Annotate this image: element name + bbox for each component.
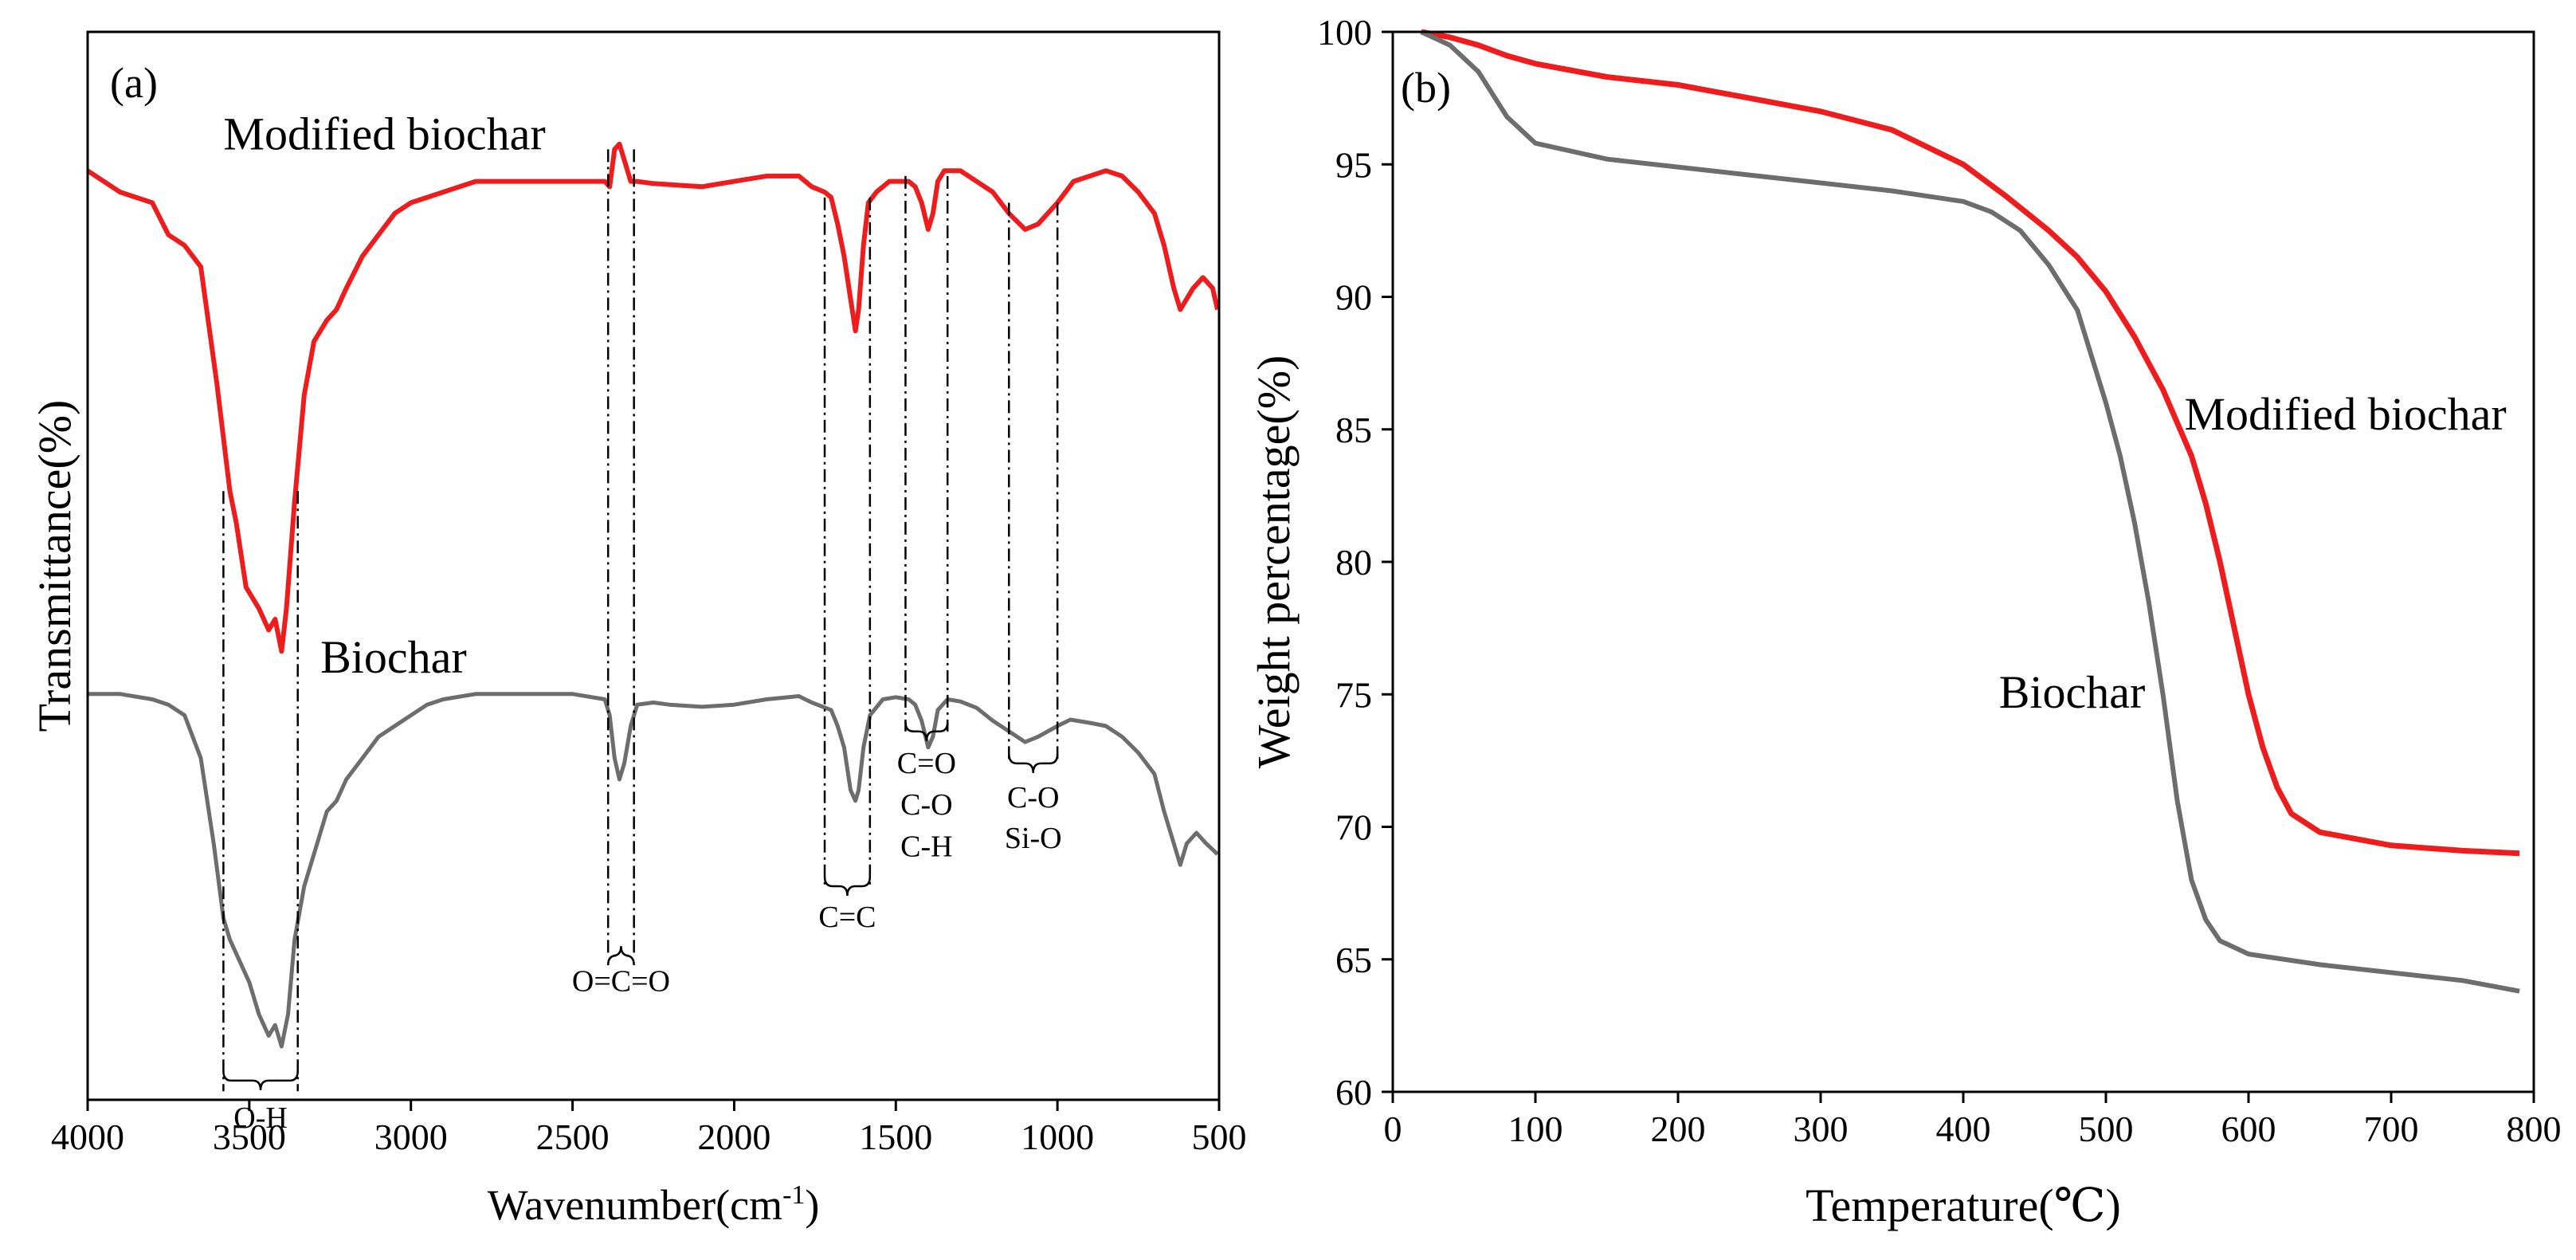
tga-x-tick-label: 400 [1936,1109,1991,1149]
ftir-band-annotations: O-H O=C=O C=C C=O C-O C-H C-O Si-O [222,149,1062,1135]
band-brace [1008,753,1059,773]
band-brace [606,946,635,966]
ftir-y-axis-title: Transmittance(%) [29,400,80,732]
ftir-panel-label: (a) [110,59,158,107]
tga-y-tick-label: 80 [1335,542,1372,583]
tga-y-tick-label: 60 [1335,1072,1372,1113]
ftir-x-tick-label: 4000 [51,1117,124,1157]
ftir-x-tick-label: 1500 [859,1117,932,1157]
ftir-series-line-biochar [88,692,1219,1049]
tga-series-label-biochar: Biochar [1999,666,2146,718]
ftir-x-tick-label: 2000 [697,1117,770,1157]
ftir-x-tick-label: 1000 [1021,1117,1094,1157]
tga-panel: 0 100 200 300 400 500 600 700 800 60 65 70 75 80 85 90 9… [1248,12,2562,1231]
band-brace [904,721,949,741]
band-label-c-o: C-O [900,788,952,822]
tga-series-line-biochar [1420,29,2520,994]
tga-plot-frame [1391,30,2535,1093]
tga-y-tick-label: 65 [1335,940,1372,980]
band-label-o-h: O-H [233,1101,288,1135]
band-label-c-c: C=C [818,901,876,934]
tga-y-tick-label: 95 [1335,144,1372,185]
ftir-series-line-modified-biochar [86,141,1220,654]
tga-x-tick-label: 800 [2507,1109,2562,1149]
ftir-series-label-modified-biochar: Modified biochar [223,108,545,159]
tga-x-axis-title: Temperature(℃) [1806,1180,2121,1231]
ftir-x-axis-ticks: 4000 3500 3000 2500 2000 1500 1000 500 [51,1100,1247,1157]
ftir-x-tick-label: 500 [1192,1117,1247,1157]
tga-x-tick-label: 500 [2079,1109,2134,1149]
tga-y-tick-label: 85 [1335,410,1372,450]
tga-y-tick-label: 75 [1335,674,1372,715]
ftir-series-labels: Modified biochar Biochar [223,108,545,683]
tga-x-tick-label: 200 [1651,1109,1706,1149]
tga-panel-label: (b) [1401,64,1451,112]
ftir-series-group [86,141,1220,1049]
ftir-panel: O-H O=C=O C=C C=O C-O C-H C-O Si-O 4000 3500 3000… [29,30,1247,1229]
band-label-c-o: C-O [1007,781,1059,814]
ftir-x-tick-label: 2500 [536,1117,610,1157]
ftir-x-axis-title: Wavenumber(cm-1) [488,1180,820,1229]
tga-y-tick-label: 70 [1335,807,1372,848]
tga-series-line-modified-biochar [1421,29,2520,857]
band-label-si-o: Si-O [1005,822,1062,855]
tga-x-tick-label: 600 [2221,1109,2276,1149]
tga-series-label-modified-biochar: Modified biochar [2184,388,2506,440]
tga-x-tick-label: 0 [1384,1109,1402,1149]
tga-y-tick-label: 100 [1317,12,1372,53]
band-brace [222,1070,299,1090]
tga-y-axis-title: Weight percentage(%) [1248,355,1300,769]
tga-x-tick-label: 100 [1508,1109,1563,1149]
tga-x-tick-label: 700 [2364,1109,2419,1149]
ftir-x-axis-title-main: Wavenumber(cm [488,1181,783,1229]
band-label-c-h: C-H [900,830,952,863]
ftir-x-tick-label: 3500 [213,1117,286,1157]
ftir-series-label-biochar: Biochar [320,631,467,683]
tga-axis-ticks: 0 100 200 300 400 500 600 700 800 60 65 70 75 80 85 90 9… [1317,12,2562,1149]
tga-x-tick-label: 300 [1794,1109,1849,1149]
ftir-x-tick-label: 3000 [374,1117,448,1157]
band-label-o-c-o: O=C=O [572,964,670,998]
ftir-plot-frame [86,30,1221,1101]
band-label-c-o: C=O [897,747,956,780]
ftir-x-axis-title-close: ) [805,1181,819,1229]
tga-series-group [1420,29,2520,994]
tga-series-labels: Modified biochar Biochar [1999,388,2507,718]
band-brace [823,876,872,897]
ftir-x-axis-title-sup: -1 [782,1180,805,1210]
tga-y-tick-label: 90 [1335,277,1372,318]
